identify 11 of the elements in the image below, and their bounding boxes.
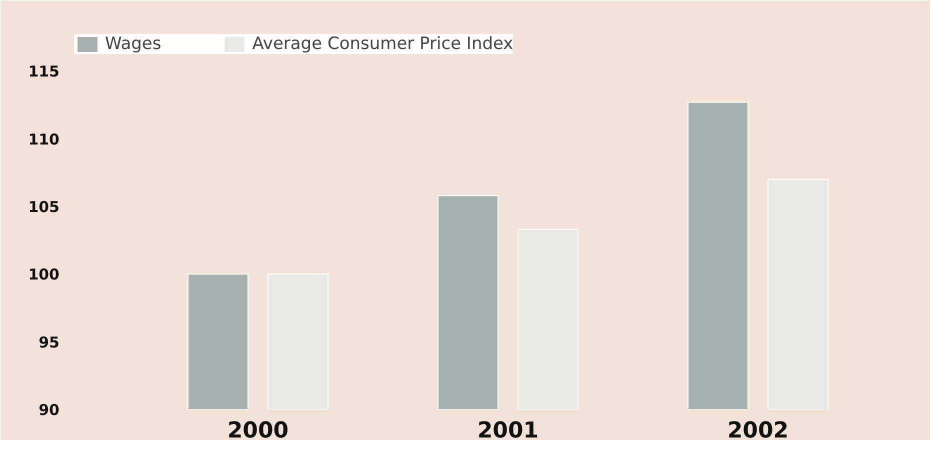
y-tick-label: 90 (38, 401, 60, 419)
y-tick-label: 100 (28, 266, 60, 284)
legend-label: Average Consumer Price Index (252, 34, 514, 54)
x-tick-label: 2002 (727, 418, 789, 444)
x-tick-label: 2001 (477, 418, 539, 444)
legend-label: Wages (105, 34, 162, 54)
y-tick-label: 95 (38, 333, 60, 352)
y-tick-label: 110 (28, 130, 60, 148)
x-tick-label: 2000 (227, 418, 289, 444)
y-tick-label: 115 (28, 62, 60, 81)
y-tick-label: 105 (28, 198, 60, 216)
